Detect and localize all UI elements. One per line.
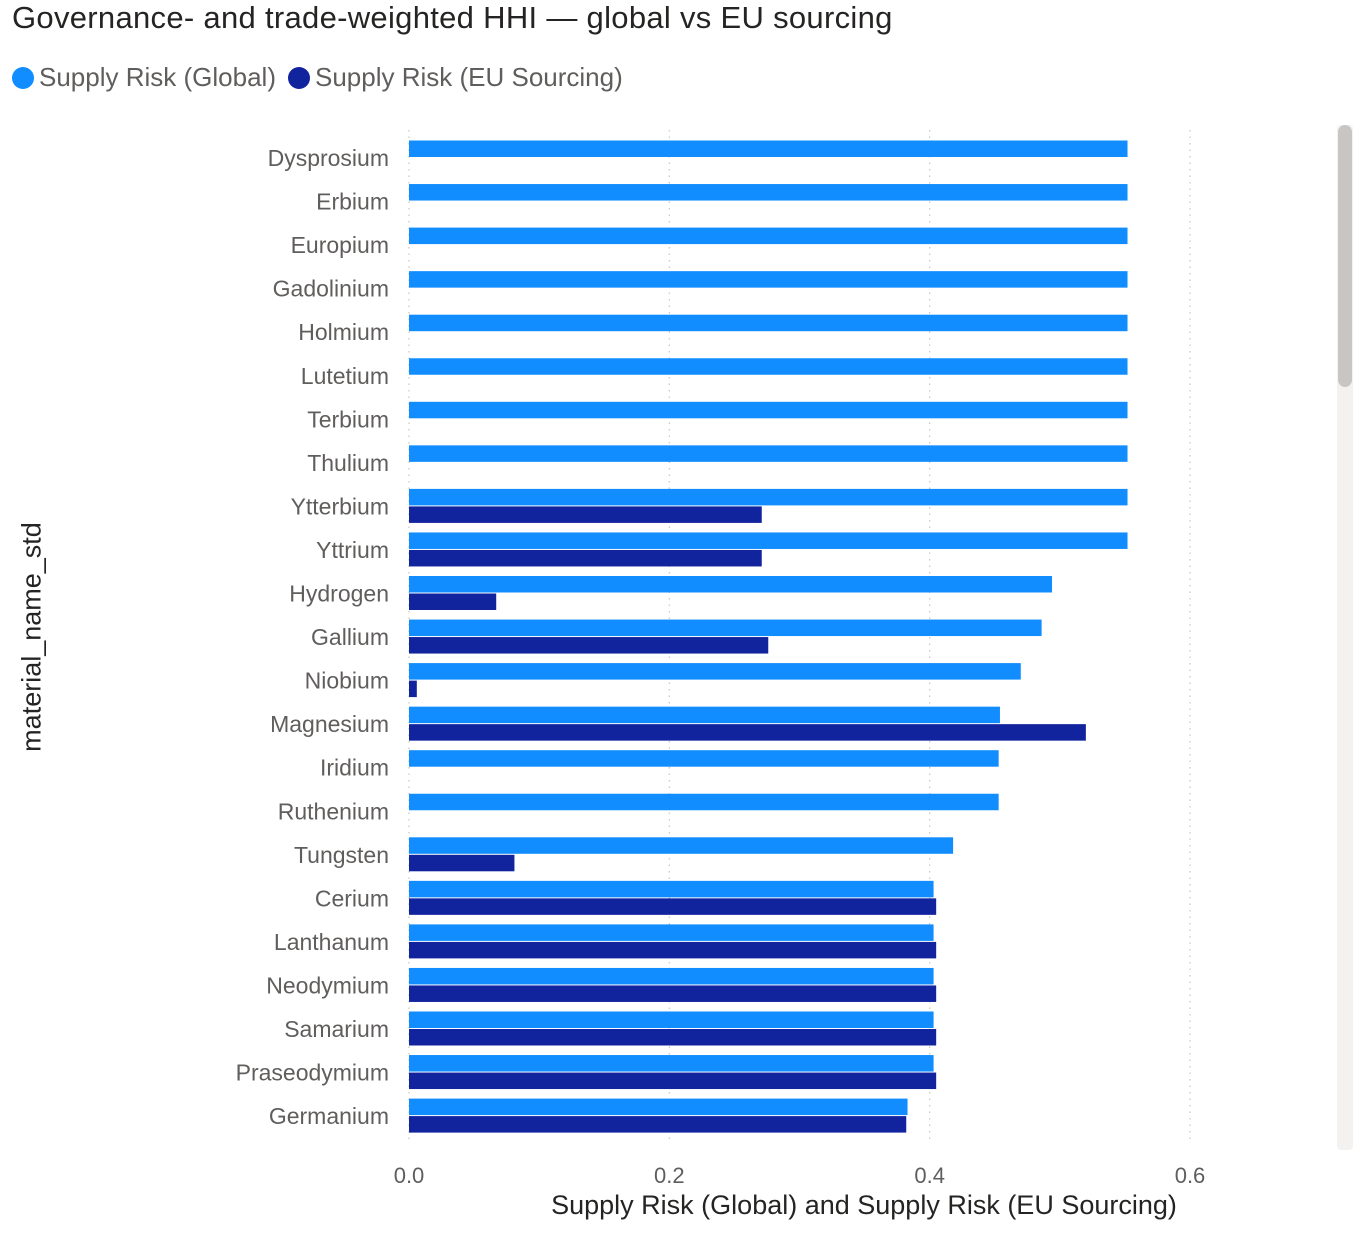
y-tick-label: Niobium — [305, 668, 389, 694]
bar-global — [409, 445, 1128, 462]
y-tick-label: Iridium — [320, 755, 389, 781]
bar-global — [409, 184, 1128, 201]
bar-eu-sourcing — [409, 593, 497, 610]
y-tick-label: Samarium — [284, 1016, 389, 1042]
bar-eu-sourcing — [409, 724, 1086, 741]
bar-global — [409, 401, 1128, 419]
legend-label-eu: Supply Risk (EU Sourcing) — [314, 62, 623, 92]
legend-item-global[interactable]: Supply Risk (Global) — [12, 62, 276, 93]
bar-global — [409, 967, 934, 985]
y-tick-label: Germanium — [269, 1103, 389, 1129]
bar-global — [409, 358, 1128, 375]
y-tick-label: Gadolinium — [273, 276, 389, 302]
bar-global — [409, 880, 934, 898]
scrollbar-thumb[interactable] — [1338, 125, 1352, 387]
x-tick-label: 0.4 — [914, 1163, 945, 1188]
bar-global — [409, 706, 1000, 724]
x-tick-label: 0.0 — [394, 1163, 425, 1188]
bar-global — [409, 532, 1128, 549]
bar-eu-sourcing — [409, 941, 937, 959]
x-axis-title: Supply Risk (Global) and Supply Risk (EU… — [551, 1190, 1177, 1220]
y-tick-label: Holmium — [298, 319, 389, 345]
bar-global — [409, 1011, 934, 1028]
bar-global — [409, 140, 1128, 157]
bar-global — [409, 488, 1128, 506]
y-tick-label: Yttrium — [316, 537, 389, 563]
bar-global — [409, 924, 934, 941]
y-tick-label: Thulium — [307, 450, 389, 476]
bar-eu-sourcing — [409, 1072, 937, 1090]
legend-item-eu[interactable]: Supply Risk (EU Sourcing) — [287, 62, 623, 93]
bar-eu-sourcing — [409, 854, 515, 872]
bar-global — [409, 227, 1128, 245]
bar-global — [409, 1055, 934, 1072]
bar-eu-sourcing — [409, 1029, 937, 1046]
y-tick-label: Cerium — [315, 885, 389, 911]
y-tick-label: Dysprosium — [268, 145, 389, 171]
y-tick-label: Lanthanum — [274, 929, 389, 955]
bar-eu-sourcing — [409, 549, 762, 567]
y-tick-label: Hydrogen — [289, 581, 389, 607]
bar-global — [409, 750, 999, 767]
bar-eu-sourcing — [409, 898, 937, 915]
y-tick-label: Tungsten — [294, 842, 389, 868]
bar-eu-sourcing — [409, 637, 769, 654]
bar-global — [409, 271, 1128, 288]
bar-global — [409, 619, 1042, 637]
bar-eu-sourcing — [409, 985, 937, 1002]
y-tick-label: Ruthenium — [278, 798, 389, 824]
y-tick-label: Praseodymium — [236, 1060, 389, 1086]
y-tick-label: Lutetium — [301, 363, 389, 389]
y-tick-label: Magnesium — [270, 711, 389, 737]
x-tick-label: 0.6 — [1175, 1163, 1206, 1188]
bar-global — [409, 837, 954, 854]
y-tick-label: Terbium — [307, 406, 389, 432]
bar-eu-sourcing — [409, 506, 762, 523]
legend-marker-eu — [287, 66, 310, 89]
bar-global — [409, 314, 1128, 332]
legend: Supply Risk (Global) Supply Risk (EU Sou… — [12, 62, 635, 93]
y-tick-label: Neodymium — [266, 972, 389, 998]
bar-eu-sourcing — [409, 680, 417, 698]
bar-global — [409, 1098, 908, 1116]
bar-global — [409, 793, 999, 811]
legend-marker-global — [12, 66, 34, 89]
y-tick-label: Europium — [291, 232, 389, 258]
bar-global — [409, 663, 1021, 680]
bar-eu-sourcing — [409, 1116, 907, 1133]
y-tick-label: Gallium — [311, 624, 389, 650]
legend-label-global: Supply Risk (Global) — [39, 62, 276, 92]
bar-global — [409, 576, 1053, 593]
y-tick-label: Erbium — [316, 189, 389, 215]
x-tick-label: 0.2 — [654, 1163, 685, 1188]
y-tick-label: Ytterbium — [291, 493, 389, 519]
chart-title: Governance- and trade-weighted HHI — glo… — [12, 0, 893, 35]
